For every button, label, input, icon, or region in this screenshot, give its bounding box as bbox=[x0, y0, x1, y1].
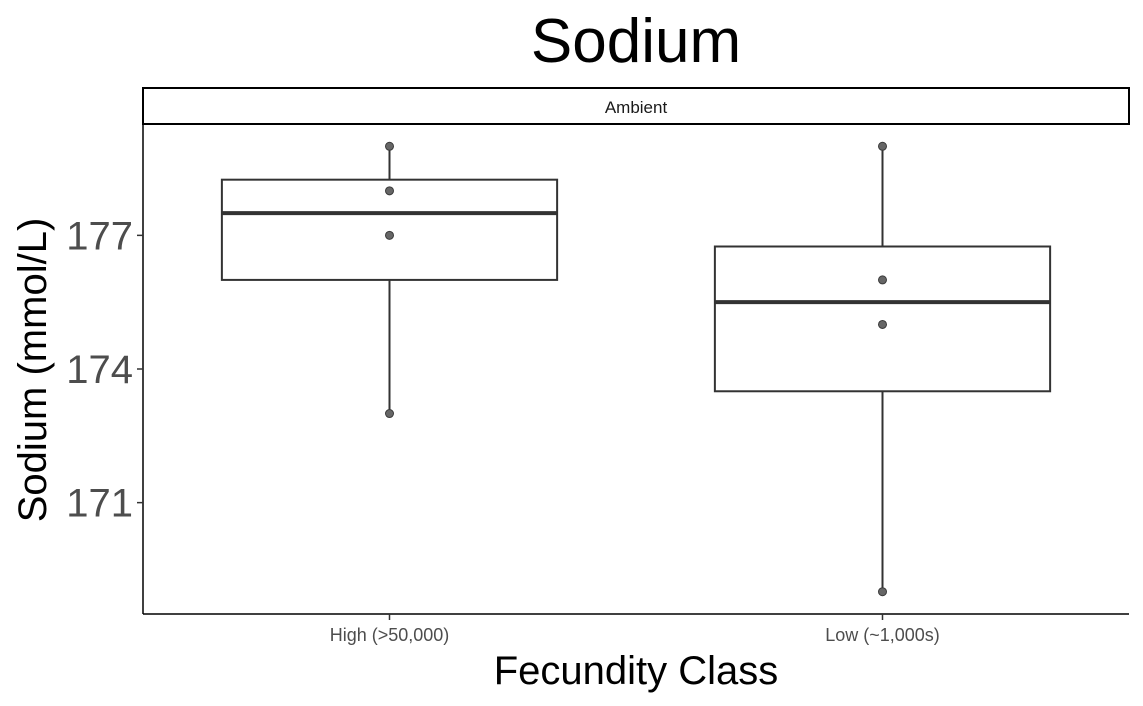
x-ticks: High (>50,000) Low (~1,000s) bbox=[330, 614, 940, 645]
plot-panel: 171 174 177 High (>50,000) Low (~1,000s) bbox=[66, 124, 1129, 645]
data-point bbox=[878, 275, 887, 285]
data-point bbox=[878, 319, 887, 329]
points-layer bbox=[385, 141, 887, 597]
box-iqr bbox=[220, 178, 559, 281]
chart-title: Sodium bbox=[531, 7, 741, 76]
box-2 bbox=[713, 146, 1052, 592]
x-tick-label: Low (~1,000s) bbox=[825, 625, 940, 645]
data-point bbox=[385, 141, 394, 151]
data-point bbox=[878, 141, 887, 151]
data-point bbox=[385, 409, 394, 419]
facet-strip-label: Ambient bbox=[605, 98, 668, 117]
x-tick-label: High (>50,000) bbox=[330, 625, 450, 645]
box-1 bbox=[220, 146, 559, 414]
box-iqr bbox=[713, 245, 1052, 393]
data-point bbox=[385, 230, 394, 240]
y-tick-label: 171 bbox=[66, 482, 133, 526]
y-tick-label: 177 bbox=[66, 214, 133, 258]
facet-strip-box bbox=[142, 87, 1130, 125]
facet-strip: Ambient bbox=[142, 87, 1130, 125]
boxes-layer bbox=[220, 146, 1052, 592]
y-tick-label: 174 bbox=[66, 348, 133, 392]
x-axis-title: Fecundity Class bbox=[494, 649, 779, 693]
y-ticks: 171 174 177 bbox=[66, 214, 143, 526]
y-axis-title: Sodium (mmol/L) bbox=[11, 218, 55, 523]
data-point bbox=[878, 587, 887, 597]
data-point bbox=[385, 186, 394, 196]
